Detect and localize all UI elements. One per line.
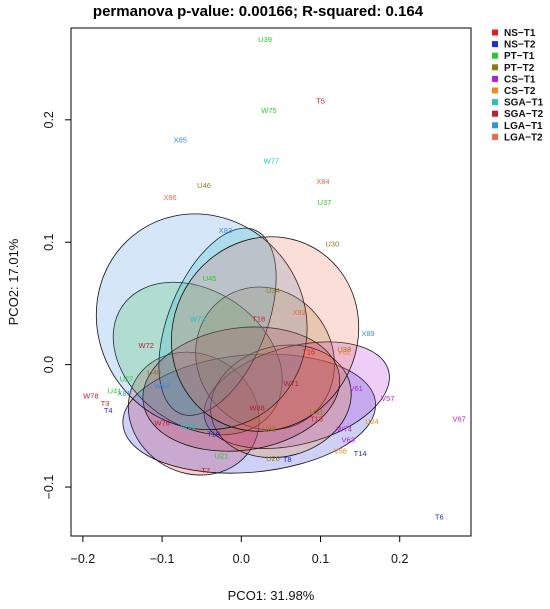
sample-point-16: X89 — [361, 329, 374, 338]
chart-title: permanova p-value: 0.00166; R-squared: 0… — [93, 3, 424, 20]
sample-point-26: U41 — [108, 387, 122, 396]
legend-label-5: CS−T2 — [504, 86, 536, 97]
sample-point-29: V57 — [381, 394, 394, 403]
sample-point-44: U21 — [215, 451, 229, 460]
legend-swatch-6 — [492, 99, 498, 106]
sample-point-45: U26 — [266, 454, 280, 463]
sample-point-17: W72 — [139, 341, 154, 350]
x-axis-label: PCO1: 31.98% — [228, 588, 315, 603]
y-axis-label: PCO2: 17.01% — [6, 238, 21, 325]
sample-point-35: T10 — [207, 429, 220, 438]
sample-point-1: T5 — [316, 96, 325, 105]
sample-point-36: U31 — [310, 407, 324, 416]
sample-point-5: U46 — [197, 181, 211, 190]
legend-label-7: SGA−T2 — [504, 109, 544, 120]
x-tick-label-2: 0.0 — [233, 552, 250, 566]
legend-label-9: LGA−T2 — [504, 132, 543, 143]
x-tick-label-3: 0.1 — [312, 552, 329, 566]
legend-swatch-4 — [492, 75, 498, 82]
sample-point-0: U39 — [258, 35, 272, 44]
sample-point-11: U45 — [203, 274, 217, 283]
legend-swatch-3 — [492, 64, 498, 71]
sample-point-30: T3 — [101, 399, 110, 408]
ellipse-group-9 — [170, 236, 360, 432]
ellipse-group-6 — [158, 227, 277, 416]
legend-label-8: LGA−T1 — [504, 121, 543, 132]
sample-point-47: T7 — [201, 466, 210, 475]
legend-label-3: PT−T2 — [504, 63, 535, 74]
ellipse-group-8 — [95, 213, 308, 431]
ellipse-group-2 — [112, 281, 283, 436]
x-tick-label-0: −0.2 — [71, 552, 96, 566]
sample-point-25: W78 — [83, 391, 98, 400]
legend-label-0: NS−T1 — [504, 28, 536, 39]
sample-point-31: T4 — [104, 406, 113, 415]
ellipse-group-0 — [127, 351, 260, 476]
sample-point-41: V63 — [342, 436, 355, 445]
plot-frame — [70, 27, 472, 537]
sample-point-49: T6 — [435, 513, 444, 522]
sample-point-27: X81 — [117, 389, 130, 398]
sample-point-13: X82 — [292, 308, 305, 317]
x-tick-label-4: 0.2 — [391, 552, 408, 566]
sample-point-20: T16 — [302, 347, 315, 356]
y-tick-label-0: −0.1 — [42, 475, 56, 500]
legend-swatch-8 — [492, 122, 498, 129]
legend-swatch-1 — [492, 41, 498, 48]
legend-label-1: NS−T2 — [504, 40, 536, 51]
sample-point-38: U24 — [365, 417, 379, 426]
legend-swatch-5 — [492, 87, 498, 94]
sample-point-48: V67 — [452, 415, 465, 424]
legend-swatch-7 — [492, 110, 498, 117]
sample-point-10: U30 — [326, 240, 340, 249]
sample-point-22: U27 — [120, 374, 134, 383]
sample-point-21: U40 — [147, 368, 161, 377]
sample-point-19: V62 — [338, 347, 351, 356]
sample-point-18: U38 — [337, 345, 351, 354]
sample-point-39: U32 — [262, 424, 276, 433]
sample-point-37: T13 — [310, 415, 323, 424]
legend-label-2: PT−T1 — [504, 51, 535, 62]
sample-point-24: V61 — [349, 384, 362, 393]
legend-swatch-2 — [492, 52, 498, 59]
sample-point-7: X86 — [163, 193, 176, 202]
sample-point-2: W75 — [261, 106, 276, 115]
y-tick-label-2: 0.1 — [42, 233, 56, 250]
sample-point-46: T8 — [283, 455, 292, 464]
sample-point-23: W71 — [283, 379, 298, 388]
sample-point-32: W88 — [249, 404, 264, 413]
legend-swatch-9 — [492, 133, 498, 140]
sample-point-14: W73 — [190, 314, 205, 323]
ellipse-group-3 — [195, 286, 335, 431]
sample-point-12: U34 — [266, 286, 280, 295]
sample-point-8: U37 — [318, 198, 332, 207]
sample-points: U39 T5 W75 X85 W77 U46 X84 X86 U37 X83 U30 U45 U34 X8… — [83, 35, 466, 521]
legend: NS−T1NS−T2PT−T1PT−T2CS−T1CS−T2SGA−T1SGA−… — [492, 28, 544, 143]
sample-point-34: W69 — [181, 422, 196, 431]
sample-point-33: W76 — [154, 418, 169, 427]
sample-point-43: T14 — [354, 449, 367, 458]
ellipse-group-7 — [142, 326, 341, 452]
sample-point-40: W74 — [337, 424, 352, 433]
x-axis-ticks: −0.2 −0.1 0.0 0.1 0.2 — [71, 536, 408, 566]
legend-label-4: CS−T1 — [504, 74, 536, 85]
x-tick-label-1: −0.1 — [150, 552, 175, 566]
legend-label-6: SGA−T1 — [504, 98, 544, 109]
sample-point-9: X83 — [219, 226, 232, 235]
sample-point-3: X85 — [174, 136, 187, 145]
sample-point-42: V58 — [334, 447, 347, 456]
sample-point-4: W77 — [264, 156, 279, 165]
sample-point-15: T18 — [252, 314, 265, 323]
y-tick-label-3: 0.2 — [42, 111, 56, 128]
y-axis-ticks: −0.1 0.0 0.1 0.2 — [42, 111, 71, 499]
sample-point-28: W87 — [154, 382, 169, 391]
ellipse-group-1 — [122, 353, 376, 474]
confidence-ellipses — [95, 213, 390, 476]
legend-swatch-0 — [492, 29, 498, 36]
sample-point-6: X84 — [316, 177, 329, 186]
y-tick-label-1: 0.0 — [42, 356, 56, 373]
